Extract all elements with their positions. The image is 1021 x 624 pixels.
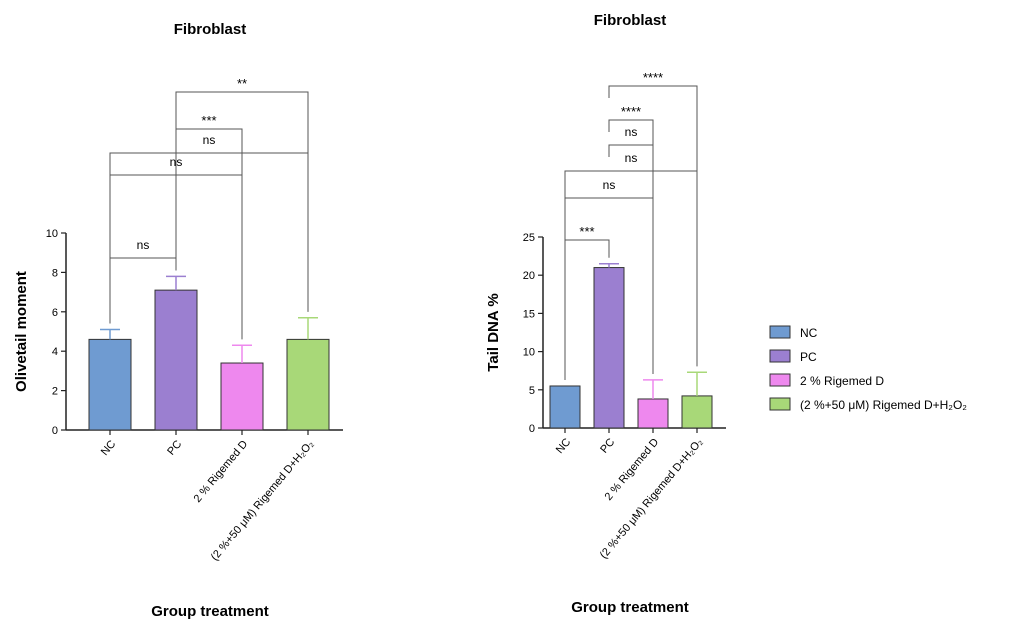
significance-label: ns <box>625 151 638 165</box>
y-tick-label: 20 <box>523 270 535 282</box>
bar-2 <box>593 267 625 429</box>
legend-swatch <box>769 349 791 363</box>
legend-swatch <box>769 373 791 387</box>
significance-bracket <box>564 170 698 380</box>
y-tick-label: 25 <box>523 232 535 244</box>
category-label: NC <box>99 438 118 458</box>
chart-title: Fibroblast <box>174 21 247 38</box>
significance-label: *** <box>579 224 594 239</box>
bar-4 <box>286 338 330 431</box>
category-label: 2 % Rigemed D <box>192 438 251 505</box>
chart-title: Fibroblast <box>594 12 667 29</box>
significance-bracket <box>175 91 309 312</box>
significance-label: **** <box>643 70 663 85</box>
significance-label: ns <box>137 238 150 252</box>
y-tick-label: 5 <box>529 385 535 397</box>
legend: NC PC 2 % Rigemed D (2 %+50 μM) Rigemed D+H… <box>769 325 967 412</box>
legend-label: NC <box>800 326 818 340</box>
category-label: NC <box>554 436 573 456</box>
bar-3 <box>220 362 264 431</box>
bar-2 <box>154 289 198 431</box>
bar-1 <box>88 338 132 431</box>
category-label: PC <box>165 438 184 457</box>
bar-3 <box>637 398 669 429</box>
y-tick-label: 8 <box>52 267 58 279</box>
significance-label: ns <box>603 178 616 192</box>
significance-label: ** <box>237 76 247 91</box>
y-axis-label: Tail DNA % <box>485 293 502 371</box>
legend-swatch <box>769 325 791 339</box>
chart-1: Fibroblast 0 2 4 6 8 10 Olivetail moment NC PC 2 %… <box>13 21 343 620</box>
significance-bracket <box>608 85 698 367</box>
y-tick-label: 10 <box>523 347 535 359</box>
y-tick-label: 15 <box>523 308 535 320</box>
y-axis-label: Olivetail moment <box>13 271 30 392</box>
significance-label: **** <box>621 104 641 119</box>
x-axis-label: Group treatment <box>571 599 689 616</box>
category-label: PC <box>598 436 617 455</box>
y-tick-label: 10 <box>46 228 58 240</box>
significance-bracket <box>608 119 654 374</box>
significance-label: ns <box>203 133 216 147</box>
legend-label: (2 %+50 μM) Rigemed D+H₂O₂ <box>800 398 967 412</box>
y-tick-label: 4 <box>52 346 58 358</box>
y-tick-label: 0 <box>52 425 58 437</box>
bar-1 <box>549 385 581 429</box>
significance-label: *** <box>201 113 216 128</box>
legend-label: PC <box>800 350 817 364</box>
y-tick-label: 2 <box>52 386 58 398</box>
y-tick-label: 6 <box>52 307 58 319</box>
legend-swatch <box>769 397 791 411</box>
y-tick-label: 0 <box>529 423 535 435</box>
x-axis-label: Group treatment <box>151 603 269 620</box>
significance-label: ns <box>625 125 638 139</box>
legend-label: 2 % Rigemed D <box>800 374 884 388</box>
bar-4 <box>681 395 713 429</box>
